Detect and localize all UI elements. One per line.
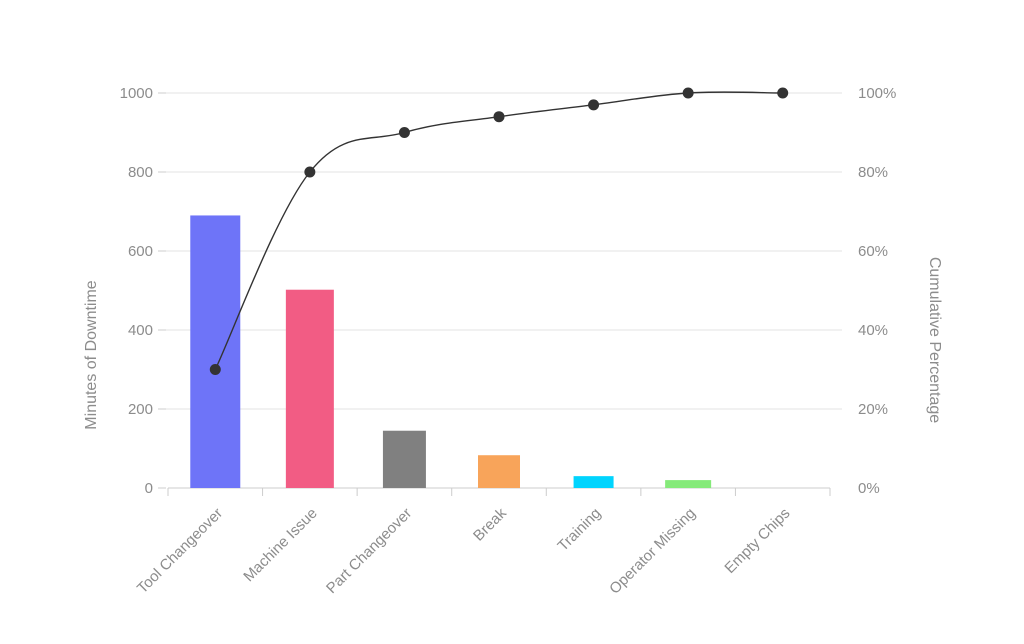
cumulative-line-group <box>209 87 789 375</box>
bar <box>573 476 614 488</box>
bar <box>285 289 334 488</box>
right-tick-label: 100% <box>858 85 896 102</box>
category-label: Empty Chips <box>721 505 793 577</box>
right-tick-label: 20% <box>858 401 888 418</box>
cumulative-point <box>777 87 789 99</box>
left-tick-label: 200 <box>128 401 153 418</box>
cumulative-point <box>493 111 505 123</box>
right-tick-label: 0% <box>858 480 880 497</box>
gridlines <box>162 92 842 410</box>
left-tick-label: 400 <box>128 322 153 339</box>
cumulative-point <box>398 127 410 138</box>
left-axis-title: Minutes of Downtime <box>83 280 100 429</box>
category-label: Break <box>470 504 510 544</box>
cumulative-point <box>209 364 221 375</box>
cumulative-point <box>588 99 600 111</box>
right-tick-label: 40% <box>858 322 888 339</box>
x-axis <box>167 487 831 496</box>
category-label: Part Changeover <box>323 505 415 597</box>
cumulative-point <box>682 87 694 99</box>
category-label: Training <box>554 505 604 555</box>
category-label: Tool Changeover <box>134 505 226 597</box>
bars <box>190 215 712 488</box>
left-axis-ticks: 0 200 400 600 800 1000 <box>120 85 166 497</box>
cumulative-point <box>304 166 316 178</box>
bar <box>382 430 426 488</box>
left-tick-label: 1000 <box>120 85 153 102</box>
right-tick-label: 60% <box>858 243 888 260</box>
bar <box>665 480 712 488</box>
left-tick-label: 800 <box>128 164 153 181</box>
right-axis-title: Cumulative Percentage <box>926 257 943 423</box>
category-label: Machine Issue <box>240 505 320 585</box>
category-label: Operator Missing <box>606 505 699 598</box>
bar <box>478 455 520 488</box>
left-tick-label: 600 <box>128 243 153 260</box>
left-tick-label: 0 <box>145 480 153 497</box>
right-axis-ticks: 0% 20% 40% 60% 80% 100% <box>858 85 896 497</box>
category-labels: Tool Changeover Machine Issue Part Changeo… <box>134 504 794 597</box>
right-tick-label: 80% <box>858 164 888 181</box>
bar <box>190 215 241 488</box>
